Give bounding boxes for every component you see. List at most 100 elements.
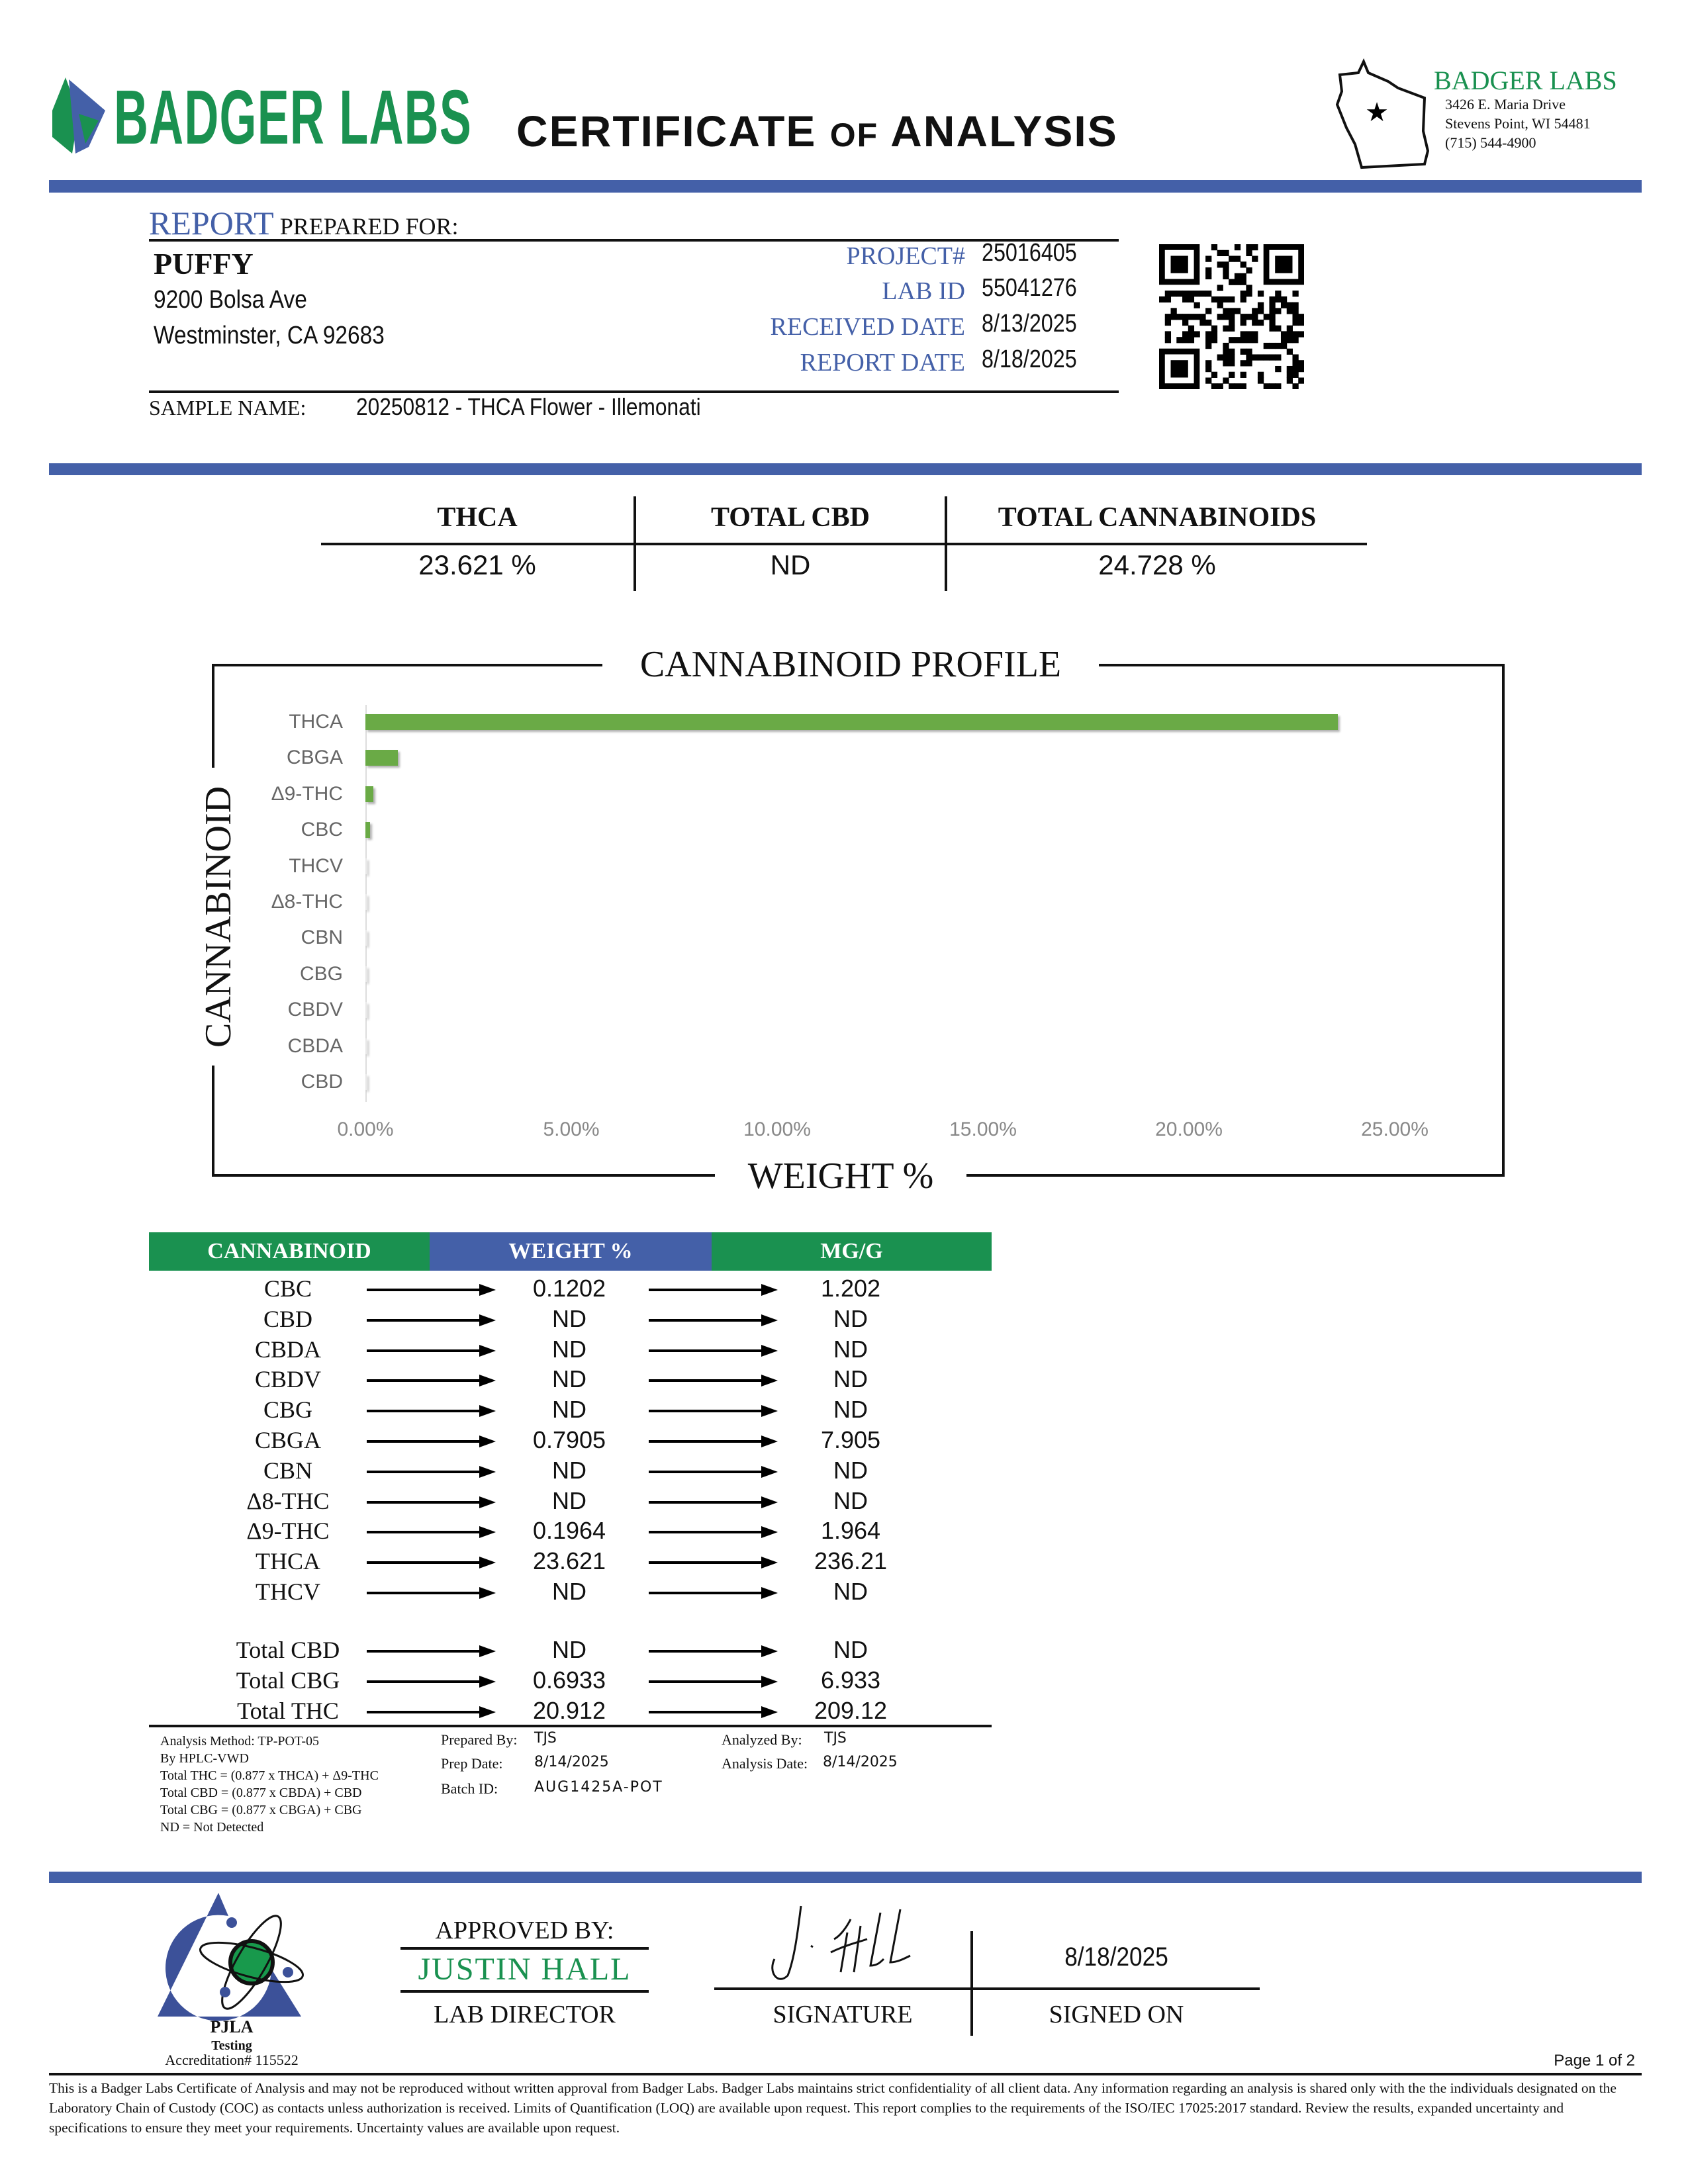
chart-x-tick: 5.00% bbox=[543, 1118, 600, 1140]
approver-name: JUSTIN HALL bbox=[418, 1952, 632, 1987]
table-row: Δ9-THC 0.1964 1.964 bbox=[149, 1516, 993, 1546]
note-line: Total THC = (0.877 x THCA) + Δ9-THC bbox=[160, 1768, 379, 1783]
summary-thca-value: 23.621 % bbox=[418, 549, 536, 580]
chart-category-label: Δ8-THC bbox=[271, 891, 343, 913]
weight-value: ND bbox=[552, 1486, 586, 1514]
arrow-right-icon bbox=[649, 1645, 778, 1657]
chart-category-label: CBGA bbox=[286, 747, 343, 769]
weight-value: ND bbox=[552, 1396, 586, 1424]
mgg-value: ND bbox=[833, 1636, 868, 1663]
report-heading: REPORT PREPARED FOR: bbox=[149, 205, 459, 242]
mgg-value: ND bbox=[833, 1335, 868, 1363]
chart-category-label: CBN bbox=[301, 927, 343, 949]
client-name: PUFFY bbox=[154, 247, 254, 281]
weight-value: ND bbox=[552, 1365, 586, 1393]
lab-name: BADGER LABS bbox=[1434, 66, 1617, 95]
weight-value: ND bbox=[552, 1335, 586, 1363]
arrow-right-icon bbox=[649, 1557, 778, 1569]
col-header-weight: WEIGHT % bbox=[430, 1232, 712, 1271]
chart-title: CANNABINOID PROFILE bbox=[602, 643, 1099, 686]
arrow-right-icon bbox=[367, 1375, 496, 1387]
arrow-right-icon bbox=[649, 1706, 778, 1718]
table-row: CBN ND ND bbox=[149, 1455, 993, 1486]
arrow-right-icon bbox=[367, 1435, 496, 1447]
chart-category-label: CBC bbox=[301, 819, 343, 841]
cannabinoid-name: CBD bbox=[263, 1305, 313, 1332]
arrow-right-icon bbox=[649, 1405, 778, 1418]
chart-bar-CBG bbox=[365, 966, 367, 982]
arrow-right-icon bbox=[649, 1344, 778, 1357]
pjla-logo-icon bbox=[158, 1893, 304, 2021]
table-row: CBD ND ND bbox=[149, 1304, 993, 1334]
note-line: By HPLC-VWD bbox=[160, 1751, 249, 1766]
prep-date-label: Prep Date: bbox=[441, 1755, 503, 1772]
chart-bar-CBD bbox=[365, 1074, 367, 1090]
page-number: Page 1 of 2 bbox=[1554, 2052, 1635, 2070]
table-row: CBDA ND ND bbox=[149, 1334, 993, 1365]
leaf-logo-icon bbox=[52, 77, 105, 154]
chart-bar-CBDA bbox=[365, 1038, 367, 1054]
note-line: Analysis Method: TP-POT-05 bbox=[160, 1734, 320, 1749]
report-info-value: 8/13/2025 bbox=[982, 310, 1077, 338]
chart-bar-THCV bbox=[365, 858, 367, 874]
cannabinoid-name: CBDA bbox=[254, 1336, 322, 1363]
mgg-value: ND bbox=[833, 1365, 868, 1393]
analysis-notes: Analysis Method: TP-POT-05 By HPLC-VWD Tot… bbox=[160, 1733, 379, 1836]
chart-bar-CBGA bbox=[365, 750, 399, 766]
arrow-right-icon bbox=[649, 1284, 778, 1296]
cannabinoid-name: CBN bbox=[263, 1457, 313, 1484]
analyzed-by-label: Analyzed By: bbox=[722, 1731, 802, 1748]
approver-title: LAB DIRECTOR bbox=[434, 2001, 616, 2028]
arrow-right-icon bbox=[367, 1557, 496, 1569]
mgg-value: ND bbox=[833, 1456, 868, 1484]
disclaimer: This is a Badger Labs Certificate of Ana… bbox=[49, 2080, 1617, 2136]
weight-value: 0.7905 bbox=[532, 1426, 606, 1453]
chart-bar-Δ9-THC bbox=[365, 786, 374, 802]
chart-category-label: CBDA bbox=[287, 1034, 343, 1057]
col-header-mgg: MG/G bbox=[712, 1232, 992, 1271]
arrow-right-icon bbox=[367, 1587, 496, 1599]
divider bbox=[149, 390, 1119, 393]
star-icon: ★ bbox=[1365, 97, 1389, 127]
mgg-value: 236.21 bbox=[814, 1547, 888, 1575]
lab-phone: (715) 544-4900 bbox=[1445, 134, 1536, 151]
cannabinoid-name: CBGA bbox=[254, 1427, 322, 1453]
divider bbox=[321, 543, 1367, 545]
header-divider bbox=[49, 180, 1642, 193]
arrow-right-icon bbox=[367, 1645, 496, 1657]
cannabinoid-name: THCV bbox=[256, 1578, 320, 1605]
chart-xlabel: WEIGHT % bbox=[715, 1155, 966, 1197]
divider bbox=[945, 496, 947, 591]
note-line: Total CBG = (0.877 x CBGA) + CBG bbox=[160, 1803, 362, 1817]
arrow-right-icon bbox=[367, 1405, 496, 1418]
signed-on-label: SIGNED ON bbox=[1049, 2001, 1184, 2028]
divider bbox=[149, 1725, 992, 1727]
arrow-right-icon bbox=[367, 1706, 496, 1718]
sample-name: 20250812 - THCA Flower - Illemonati bbox=[356, 393, 701, 420]
arrow-right-icon bbox=[649, 1435, 778, 1447]
summary-total-cbd-label: TOTAL CBD bbox=[710, 502, 870, 533]
divider bbox=[970, 1931, 973, 2036]
chart-bar-CBC bbox=[365, 822, 371, 839]
cannabinoid-name: CBG bbox=[263, 1396, 313, 1424]
total-row: Total THC 20.912 209.12 bbox=[149, 1696, 993, 1726]
arrow-right-icon bbox=[367, 1496, 496, 1508]
prep-date: 8/14/2025 bbox=[534, 1754, 609, 1770]
wisconsin-map-icon: ★ bbox=[1335, 58, 1430, 169]
mgg-value: 1.964 bbox=[820, 1517, 881, 1545]
divider bbox=[400, 1947, 649, 1950]
weight-value: 20.912 bbox=[532, 1696, 606, 1724]
qr-code[interactable] bbox=[1159, 244, 1304, 389]
chart-x-tick: 10.00% bbox=[743, 1118, 811, 1140]
table-row: THCA 23.621 236.21 bbox=[149, 1546, 993, 1576]
weight-value: 0.6933 bbox=[532, 1666, 606, 1694]
weight-value: 0.1202 bbox=[532, 1275, 606, 1302]
arrow-right-icon bbox=[649, 1314, 778, 1326]
table-row: CBC 0.1202 1.202 bbox=[149, 1273, 993, 1304]
pjla-text: PJLA bbox=[210, 2017, 254, 2036]
mgg-value: 1.202 bbox=[820, 1275, 881, 1302]
client-address2: Westminster, CA 92683 bbox=[154, 322, 385, 349]
cannabinoid-name: CBC bbox=[263, 1275, 312, 1302]
arrow-right-icon bbox=[649, 1465, 778, 1478]
